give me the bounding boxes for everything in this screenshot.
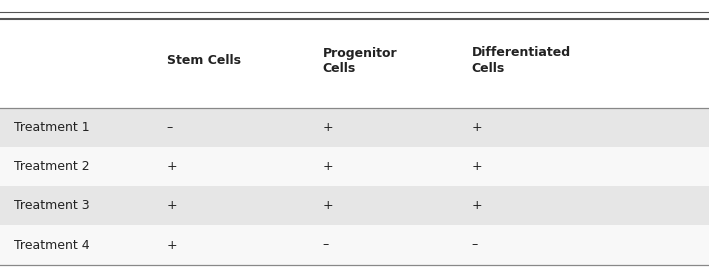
Bar xyxy=(0,108,709,147)
Text: Differentiated
Cells: Differentiated Cells xyxy=(471,46,571,75)
Text: +: + xyxy=(323,121,333,134)
Text: Treatment 1: Treatment 1 xyxy=(14,121,90,134)
Text: –: – xyxy=(471,238,478,252)
Text: –: – xyxy=(167,121,173,134)
Text: +: + xyxy=(167,199,177,212)
Text: +: + xyxy=(471,121,482,134)
Bar xyxy=(0,147,709,186)
Text: +: + xyxy=(471,199,482,212)
Text: Treatment 2: Treatment 2 xyxy=(14,160,90,173)
Text: +: + xyxy=(323,160,333,173)
Text: +: + xyxy=(471,160,482,173)
Text: +: + xyxy=(167,160,177,173)
Text: +: + xyxy=(323,199,333,212)
Bar xyxy=(0,19,709,108)
Text: Stem Cells: Stem Cells xyxy=(167,54,240,67)
Text: +: + xyxy=(167,238,177,252)
Text: Progenitor
Cells: Progenitor Cells xyxy=(323,46,397,75)
Text: Treatment 4: Treatment 4 xyxy=(14,238,90,252)
Text: –: – xyxy=(323,238,329,252)
Bar xyxy=(0,186,709,225)
Text: Treatment 3: Treatment 3 xyxy=(14,199,90,212)
Bar xyxy=(0,225,709,265)
